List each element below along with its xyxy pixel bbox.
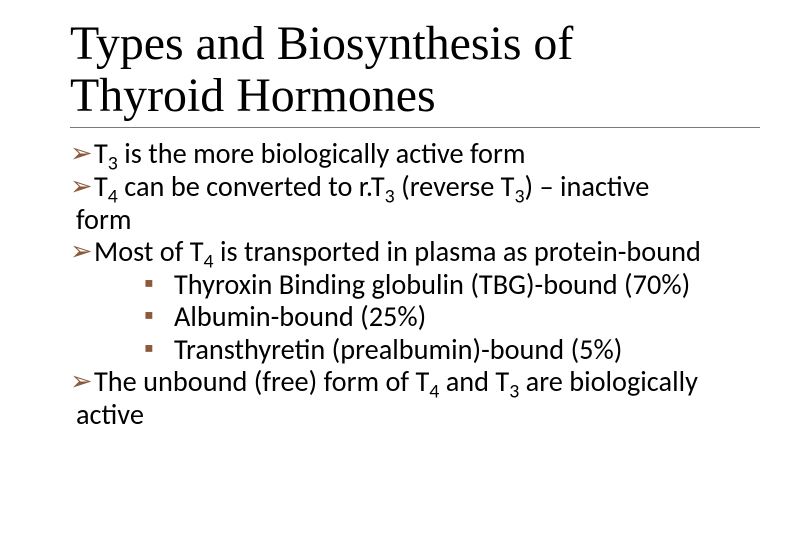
bullet-level1: The unbound (free) form of T4 and T3 are… bbox=[70, 366, 760, 431]
bullet-text: Most of T4 is transported in plasma as p… bbox=[94, 234, 701, 269]
bullet-text: T3 is the more biologically active form bbox=[94, 136, 525, 171]
title-line-1: Types and Biosynthesis of bbox=[70, 18, 760, 70]
slide: Types and Biosynthesis ofThyroid Hormone… bbox=[0, 0, 810, 540]
title-line-2: Thyroid Hormones bbox=[70, 70, 760, 122]
bullet-level1: T4 can be converted to r.T3 (reverse T3)… bbox=[70, 171, 760, 236]
bullet-level1: Most of T4 is transported in plasma as p… bbox=[70, 236, 760, 269]
bullet-level2: Thyroxin Binding globulin (TBG)-bound (7… bbox=[144, 269, 760, 302]
bullet-text-continuation: form bbox=[76, 204, 760, 237]
slide-body: T3 is the more biologically active formT… bbox=[70, 138, 760, 431]
subscript: 4 bbox=[429, 380, 439, 404]
bullet-text: The unbound (free) form of T4 and T3 are… bbox=[94, 364, 698, 399]
slide-title: Types and Biosynthesis ofThyroid Hormone… bbox=[70, 18, 760, 128]
bullet-level1: T3 is the more biologically active form bbox=[70, 138, 760, 171]
sub-bullet-list: Thyroxin Binding globulin (TBG)-bound (7… bbox=[70, 269, 760, 367]
subscript: 3 bbox=[509, 380, 519, 404]
subscript: 3 bbox=[514, 185, 524, 209]
subscript: 3 bbox=[385, 185, 395, 209]
bullet-level2: Albumin-bound (25%) bbox=[144, 301, 760, 334]
bullet-level2: Transthyretin (prealbumin)-bound (5%) bbox=[144, 334, 760, 367]
bullet-text: T4 can be converted to r.T3 (reverse T3)… bbox=[94, 169, 649, 204]
bullet-text-continuation: active bbox=[76, 399, 760, 432]
